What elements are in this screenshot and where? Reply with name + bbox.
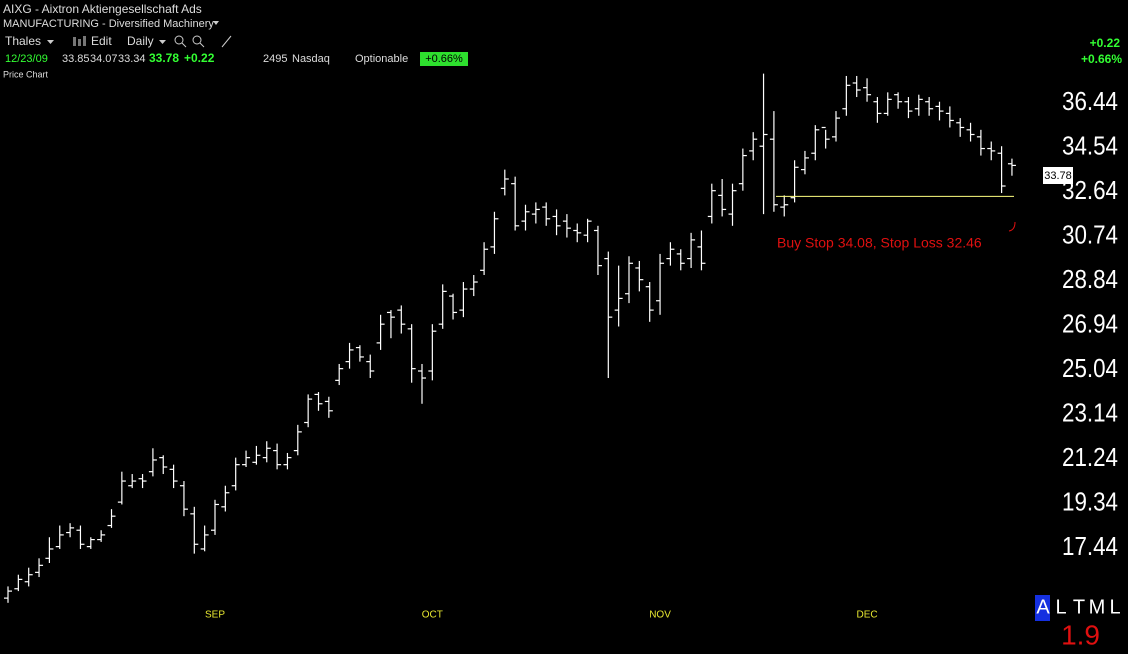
month-label: DEC [856,610,877,621]
y-tick-label: 17.44 [1062,531,1118,561]
annotation-hook [1008,221,1016,232]
quote-low: 33.34 [118,53,146,65]
edit-icon[interactable] [73,36,86,46]
y-tick-label: 36.44 [1062,86,1118,116]
quote-volume: 2495 [263,53,287,65]
price-box [1043,167,1073,184]
month-label: OCT [422,610,443,621]
y-tick-label: 28.84 [1062,264,1118,294]
panel-label: Price Chart [3,69,49,79]
selected-letter-box[interactable] [1035,595,1050,621]
y-tick-label: 34.54 [1062,130,1118,160]
month-label: NOV [649,610,671,621]
quote-change-pct: +0.66% [425,53,463,65]
bottom-letter[interactable]: T [1073,596,1085,618]
account-menu[interactable]: Thales [5,34,41,48]
change-pct-box [420,52,468,66]
y-tick-label: 25.04 [1062,353,1118,383]
y-tick-label: 30.74 [1062,219,1118,249]
y-tick-label: 19.34 [1062,486,1118,516]
right-change-pct: +0.66% [1081,52,1122,66]
quote-exchange: Nasdaq [292,53,330,65]
dropdown-arrow[interactable] [213,21,219,25]
edit-menu[interactable]: Edit [91,34,112,48]
bottom-letter[interactable]: A [1036,596,1050,618]
bottom-letter[interactable]: M [1089,596,1106,618]
price-box-label: 33.78 [1044,170,1072,182]
month-label: SEP [205,610,225,621]
annotation: Buy Stop 34.08, Stop Loss 32.46 [777,235,982,251]
quote-date: 12/23/09 [5,53,48,65]
bottom-value: 1.9 [1061,619,1100,650]
quote-optionable: Optionable [355,53,408,65]
y-tick-label: 32.64 [1062,175,1118,205]
y-tick-label: 26.94 [1062,308,1118,338]
y-tick-label: 21.24 [1062,442,1118,472]
quote-change: +0.22 [184,51,215,65]
quote-close: 33.78 [149,51,179,65]
bottom-letter[interactable]: L [1055,596,1066,618]
bottom-letter[interactable]: L [1109,596,1120,618]
y-tick-label: 23.14 [1062,397,1118,427]
right-change: +0.22 [1090,36,1121,50]
quote-high: 34.07 [90,53,118,65]
symbol-title: AIXG - Aixtron Aktiengesellschaft Ads [3,2,202,16]
dropdown-arrow[interactable] [47,40,54,44]
dropdown-arrow[interactable] [159,40,166,44]
sector[interactable]: MANUFACTURING - Diversified Machinery [3,18,214,30]
period-menu[interactable]: Daily [127,34,154,48]
zoom-icons[interactable] [174,35,232,48]
quote-open: 33.85 [62,53,90,65]
